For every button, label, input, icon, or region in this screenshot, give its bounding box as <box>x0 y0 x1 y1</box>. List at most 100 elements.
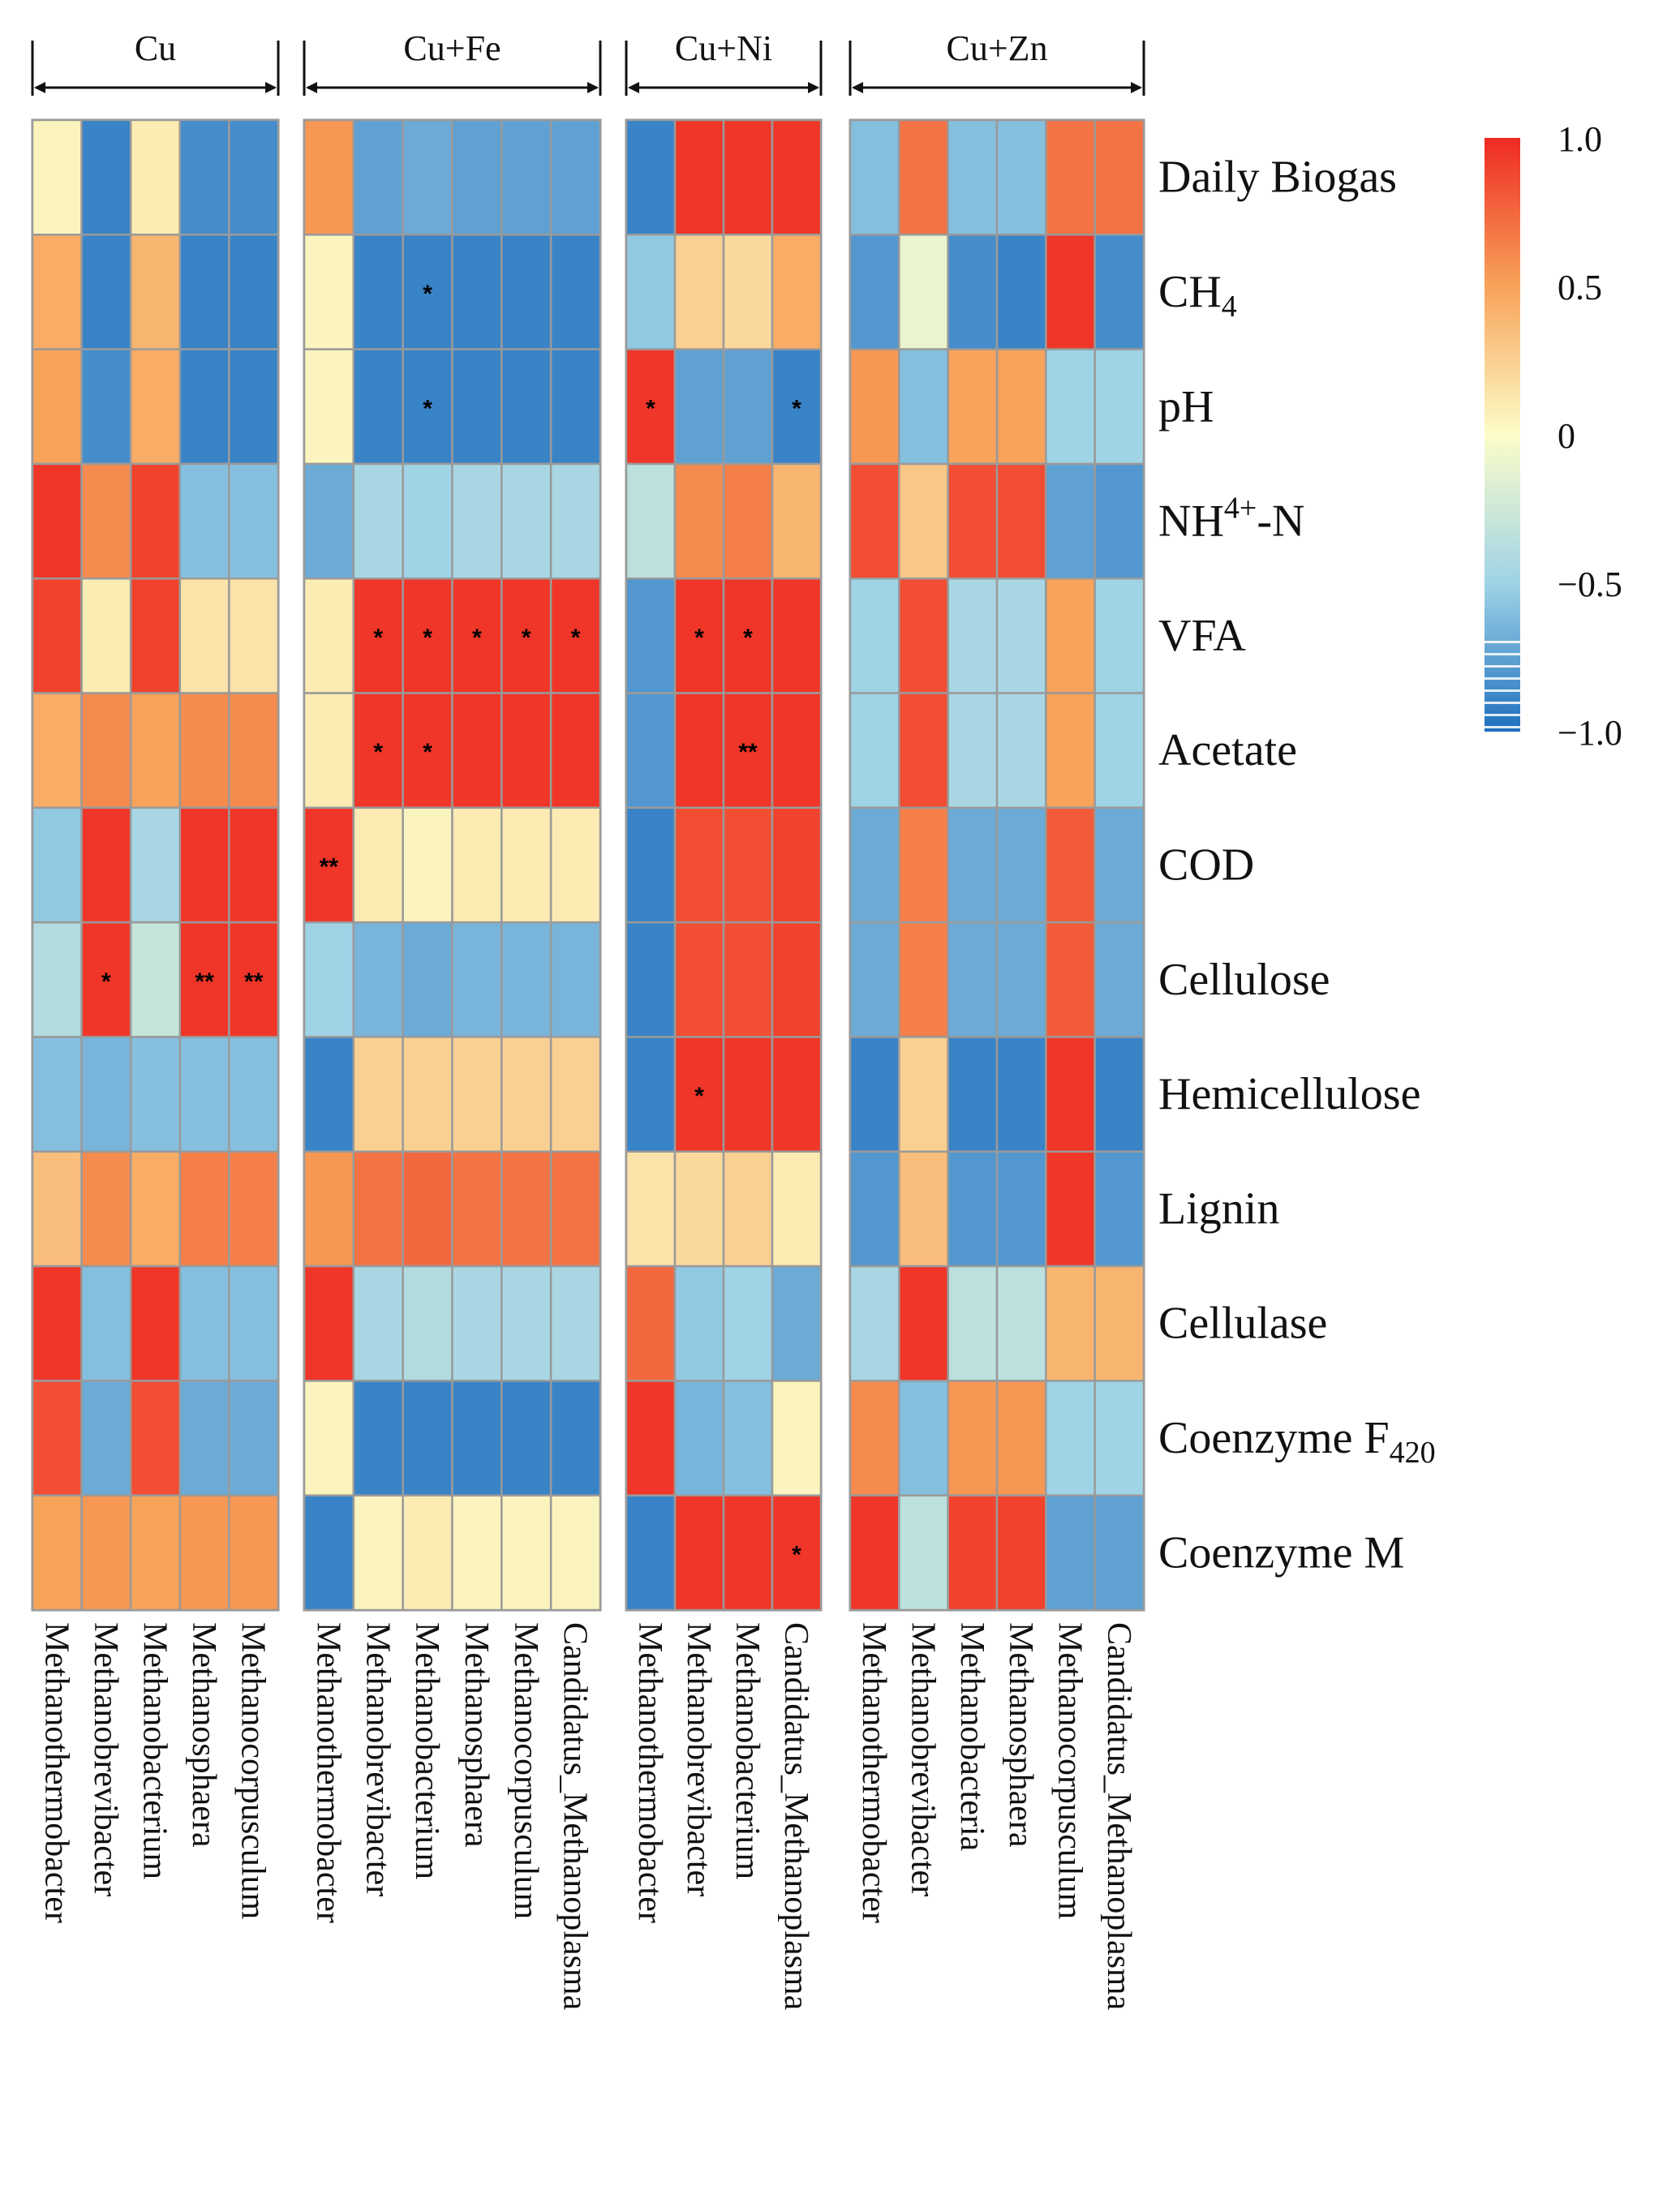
column-label: Methanocorpusculum <box>507 1622 544 1920</box>
row-label: Daily Biogas <box>1158 152 1397 203</box>
heatmap-cell <box>129 692 182 809</box>
heatmap-cell <box>549 1494 602 1612</box>
heatmap-cell <box>995 462 1047 580</box>
significance-mark: ** <box>195 968 214 995</box>
heatmap-cell <box>80 692 132 809</box>
heatmap-cell <box>625 921 677 1038</box>
heatmap-cell <box>995 692 1047 809</box>
column-label: Methanocorpusculum <box>1051 1622 1089 1920</box>
heatmap-cell <box>995 1494 1047 1612</box>
heatmap-cell <box>673 577 725 694</box>
heatmap-cell <box>129 234 182 350</box>
heatmap-cell <box>352 462 404 580</box>
heatmap-cell <box>402 1150 453 1268</box>
heatmap-cell <box>303 1150 355 1268</box>
heatmap-cell <box>625 1150 677 1268</box>
heatmap-cell <box>402 462 453 580</box>
column-label: Candidatus_Methanoplasma <box>1100 1622 1137 2011</box>
heatmap-cell <box>1094 1150 1145 1268</box>
heatmap-cell <box>849 806 900 924</box>
colorbar-stripe <box>1485 714 1520 716</box>
heatmap-cell <box>1094 1494 1145 1612</box>
row-label: COD <box>1158 840 1254 891</box>
row-label: pH <box>1158 381 1214 432</box>
heatmap-cell <box>178 462 230 580</box>
heatmap-cell <box>31 462 83 580</box>
heatmap-cell <box>228 1380 280 1497</box>
heatmap-cell <box>549 1036 602 1153</box>
heatmap-cell <box>31 692 83 809</box>
heatmap-cell <box>1094 118 1145 236</box>
significance-mark: ** <box>244 968 264 995</box>
column-label: Methanobrevibacter <box>359 1622 396 1896</box>
heatmap-cell <box>80 1036 132 1153</box>
heatmap-cell <box>722 118 774 236</box>
heatmap-cell <box>722 1265 774 1382</box>
heatmap-cell <box>80 234 132 350</box>
heatmap-cell <box>771 1036 823 1153</box>
significance-mark: * <box>571 625 581 651</box>
heatmap-cell <box>80 1380 132 1497</box>
heatmap-cell <box>722 1494 774 1612</box>
heatmap-cell <box>1045 462 1096 580</box>
heatmap-cell <box>947 462 999 580</box>
heatmap-cell <box>352 348 404 466</box>
significance-mark: * <box>694 1083 704 1110</box>
heatmap-cell <box>849 234 900 350</box>
heatmap-cell <box>995 1265 1047 1382</box>
heatmap-cell <box>352 1150 404 1268</box>
heatmap-cell <box>31 921 83 1038</box>
heatmap-cell <box>549 234 602 350</box>
row-label: Coenzyme M <box>1158 1527 1404 1578</box>
heatmap-cell <box>549 1380 602 1497</box>
heatmap-cell <box>995 234 1047 350</box>
heatmap-cell <box>898 692 949 809</box>
heatmap-cell <box>995 118 1047 236</box>
significance-mark: * <box>423 281 432 307</box>
heatmap-cell <box>625 1380 677 1497</box>
heatmap-cell <box>995 1150 1047 1268</box>
heatmap-cell <box>129 1380 182 1497</box>
heatmap-cell <box>722 348 774 466</box>
column-label: Methanobacterium <box>136 1622 174 1880</box>
heatmap-cell <box>771 692 823 809</box>
heatmap-cell <box>673 348 725 466</box>
heatmap-cell <box>771 348 823 466</box>
heatmap-cell <box>501 462 552 580</box>
colorbar-stripe <box>1485 677 1520 680</box>
heatmap-cell <box>771 806 823 924</box>
row-label: Hemicellulose <box>1158 1069 1420 1119</box>
significance-mark: ** <box>738 739 758 766</box>
heatmap-cell <box>898 462 949 580</box>
heatmap-cell <box>898 1380 949 1497</box>
heatmap-cell <box>228 234 280 350</box>
heatmap-cell <box>625 1036 677 1153</box>
column-label: Methanobacterium <box>728 1622 766 1880</box>
heatmap-cell <box>549 1150 602 1268</box>
heatmap-cell <box>178 118 230 236</box>
heatmap-cell <box>303 1036 355 1153</box>
row-label: Lignin <box>1158 1183 1279 1234</box>
heatmap-cell <box>947 1150 999 1268</box>
heatmap-cell <box>849 1036 900 1153</box>
heatmap-cell <box>303 1380 355 1497</box>
heatmap-cell <box>673 806 725 924</box>
heatmap-cell <box>995 1036 1047 1153</box>
heatmap-cell <box>228 1265 280 1382</box>
heatmap-cell <box>501 692 552 809</box>
heatmap-cell <box>178 348 230 466</box>
heatmap-cell <box>451 1150 503 1268</box>
heatmap-cell <box>898 348 949 466</box>
heatmap-cell <box>947 577 999 694</box>
heatmap-cell <box>625 462 677 580</box>
heatmap-cell <box>947 118 999 236</box>
heatmap-cell <box>1094 921 1145 1038</box>
heatmap-cell <box>352 1380 404 1497</box>
colorbar-tick-label: 0.5 <box>1558 268 1602 307</box>
column-label: Methanothermobacter <box>631 1622 668 1923</box>
heatmap-cell <box>898 1036 949 1153</box>
column-label: Candidatus_Methanoplasma <box>556 1622 594 2011</box>
heatmap-cell <box>228 1494 280 1612</box>
heatmap-cell <box>549 921 602 1038</box>
